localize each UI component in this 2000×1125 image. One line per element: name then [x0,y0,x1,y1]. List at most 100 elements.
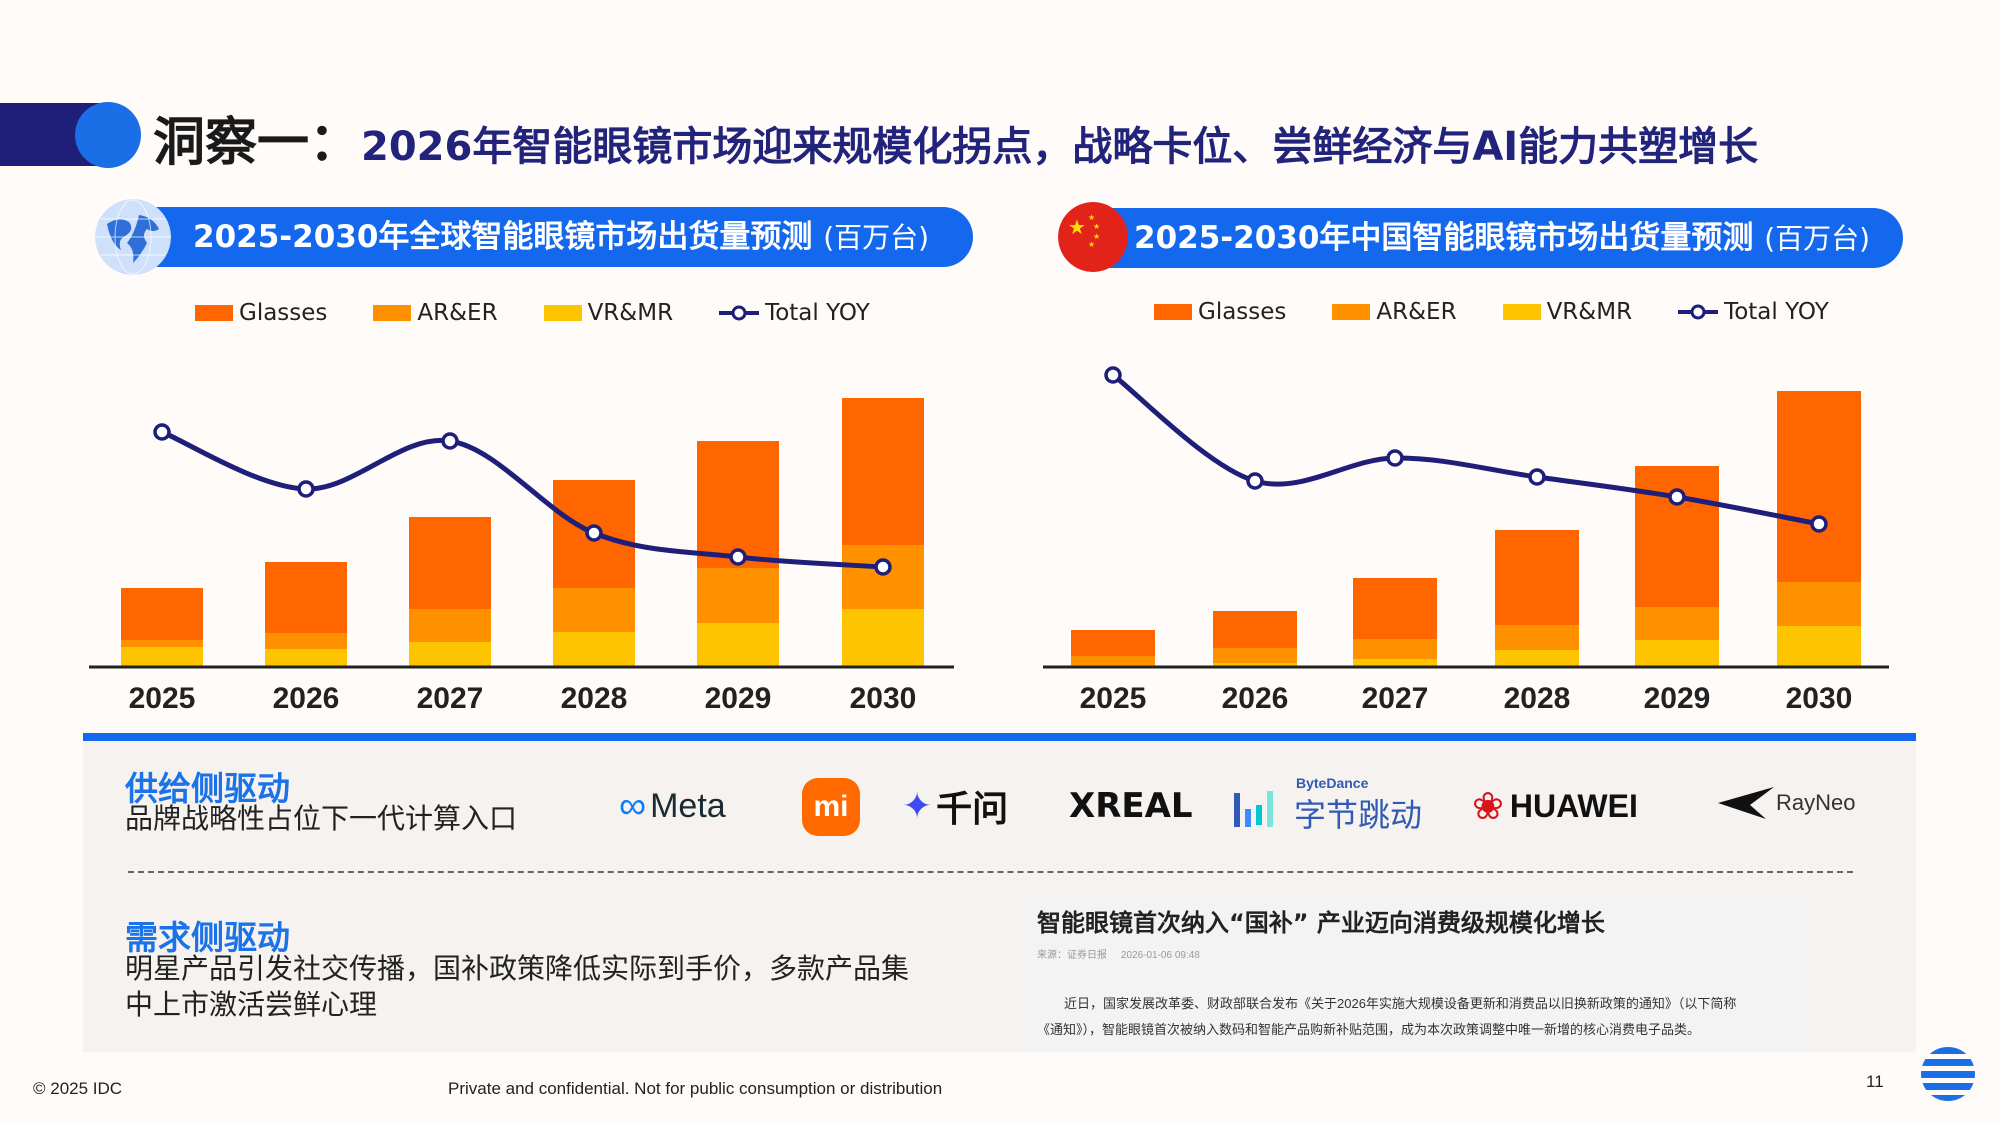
yoy-point-2030 [1810,515,1828,533]
legend-yoy: Total YOY [1678,299,1829,325]
svg-text:★: ★ [1093,222,1100,231]
bar-arer-2030 [842,545,924,609]
year-label: 2025 [1079,682,1147,715]
legend-vrmr: VR&MR [1502,299,1633,325]
xiaomi-logo: mi [802,778,860,836]
bar-arer-2025 [1071,656,1155,665]
bar-glasses-2029 [1635,466,1719,607]
year-label: 2026 [272,682,340,715]
huawei-text: HUAWEI [1509,787,1638,824]
year-label: 2029 [1643,682,1711,715]
title-text: 2026年智能眼镜市场迎来规模化拐点，战略卡位、尝鲜经济与AI能力共塑增长 [361,124,1759,170]
year-label: 2030 [849,682,917,715]
bar-vrmr-2027 [409,642,491,666]
vrmr-swatch [1502,304,1541,320]
legend-label: VR&MR [1546,299,1633,325]
legend-vrmr: VR&MR [543,300,673,326]
yoy-point-2029 [1668,488,1686,506]
news-date: 2026-01-06 09:48 [1120,950,1200,961]
mi-text: mi [813,790,849,823]
glasses-swatch [1154,304,1192,320]
news-para-line1: 近日，国家发展改革委、财政部联合发布《关于2026年实施大规模设备更新和消费品以… [1064,996,1737,1011]
bar-arer-2026 [265,633,347,649]
vrmr-swatch [543,305,582,321]
bar-vrmr-2026 [1213,663,1297,666]
confidential-notice: Private and confidential. Not for public… [448,1079,943,1098]
legend-arer: AR&ER [373,300,498,326]
rayneo-logo: RayNeo [1716,780,1855,826]
year-label: 2028 [1503,682,1571,715]
yoy-point-2026 [297,480,315,498]
year-label: 2029 [704,682,772,715]
bytedance-logo: ByteDance 字节跳动 [1232,775,1432,833]
legend-label: Glasses [239,300,328,326]
bar-glasses-2030 [842,398,924,545]
news-title: 智能眼镜首次纳入“国补” 产业迈向消费级规模化增长 [1037,909,1605,937]
bar-arer-2028 [1495,625,1579,650]
rayneo-mark-icon [1718,787,1774,819]
legend-arer: AR&ER [1332,299,1457,325]
year-label: 2025 [128,682,196,715]
bar-vrmr-2028 [1495,650,1579,666]
svg-text:★: ★ [1088,213,1095,222]
yoy-point-2028 [1528,468,1546,486]
bar-vrmr-2029 [697,623,779,666]
svg-text:★: ★ [1068,217,1086,239]
china-legend: Glasses AR&ER VR&MR Total YOY [1154,299,1829,325]
yoy-point-2025 [1104,366,1122,384]
legend-yoy: Total YOY [719,300,870,326]
arer-swatch [373,305,412,321]
global-chart-title: 2025-2030年全球智能眼镜市场出货量预测 (百万台) [96,207,973,267]
header-accent-dot [75,102,141,168]
page-title: 洞察一：2026年智能眼镜市场迎来规模化拐点，战略卡位、尝鲜经济与AI能力共塑增… [153,100,1758,175]
globe-icon [95,199,171,275]
bar-arer-2028 [553,588,635,632]
bar-arer-2027 [1353,639,1437,659]
china-flag-icon: ★ ★ ★ ★ ★ [1058,202,1128,272]
section-divider [83,733,1916,741]
year-label: 2028 [560,682,628,715]
legend-glasses: Glasses [1154,299,1286,325]
bar-arer-2027 [409,609,491,642]
huawei-petal-icon: ❀ [1472,785,1504,828]
bar-glasses-2029 [697,441,779,568]
legend-glasses: Glasses [195,300,327,326]
bar-arer-2025 [121,640,203,647]
bar-glasses-2027 [1353,578,1437,639]
bar-glasses-2026 [1213,611,1297,648]
bar-vrmr-2029 [1635,640,1719,666]
legend-label: AR&ER [1376,299,1457,325]
yoy-point-2030 [874,558,892,576]
china-unit: (百万台) [1764,222,1871,255]
qianwen-logo: ✦ 千问 [902,783,1008,829]
bar-arer-2029 [1635,607,1719,640]
bar-arer-2030 [1777,582,1861,626]
bar-glasses-2025 [1071,630,1155,656]
glasses-swatch [195,305,233,321]
global-legend: Glasses AR&ER VR&MR Total YOY [195,300,870,326]
supply-heading: 供给侧驱动 [125,769,290,808]
news-clipping: 智能眼镜首次纳入“国补” 产业迈向消费级规模化增长 来源：证券日报 2026-0… [1017,889,1805,1052]
year-label: 2026 [1221,682,1289,715]
yoy-point-2027 [441,432,459,450]
demand-text-line2: 中上市激活尝鲜心理 [125,988,378,1021]
bar-glasses-2025 [121,588,203,640]
meta-logo: ∞ Meta [619,783,726,829]
meta-text: Meta [650,786,726,825]
svg-text:★: ★ [1088,240,1095,249]
year-label: 2027 [416,682,484,715]
legend-label: Total YOY [1724,299,1829,325]
bar-vrmr-2025 [121,647,203,666]
arer-swatch [1332,304,1371,320]
page-number: 11 [1866,1072,1884,1091]
total-yoy-line [1111,372,1820,527]
legend-label: Total YOY [765,300,870,326]
qianwen-text: 千问 [936,788,1009,829]
meta-infinity-icon: ∞ [619,784,647,827]
idc-logo-icon [1921,1047,1975,1101]
bar-glasses-2028 [1495,530,1579,625]
bar-vrmr-2026 [265,649,347,666]
global-unit: (百万台) [823,221,930,254]
bytedance-en: ByteDance [1296,775,1369,791]
